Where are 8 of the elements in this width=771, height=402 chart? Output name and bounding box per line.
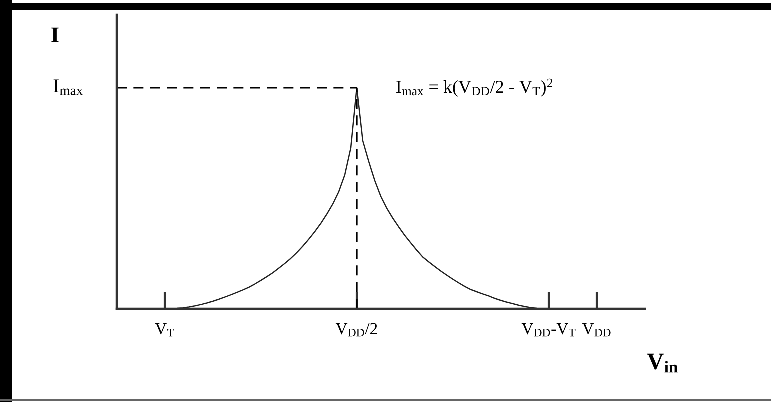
x-tick-label: V$_{DD}$/2 [336, 323, 378, 337]
x-axis-title: V$_{in}$ [647, 354, 678, 373]
x-tick-label: V$_{T}$ [155, 323, 174, 337]
x-tick-label: V$_{DD}$ [582, 323, 611, 337]
x-tick-label: V$_{DD}$-V$_{T}$ [522, 323, 576, 337]
annotation: I$_{max}$ = k(V$_{DD}$/2 - V$_{T}$)$^{2}$ [396, 78, 553, 97]
y-axis-title: I [52, 28, 59, 42]
ref-line-label: I$_{max}$ [54, 80, 84, 96]
